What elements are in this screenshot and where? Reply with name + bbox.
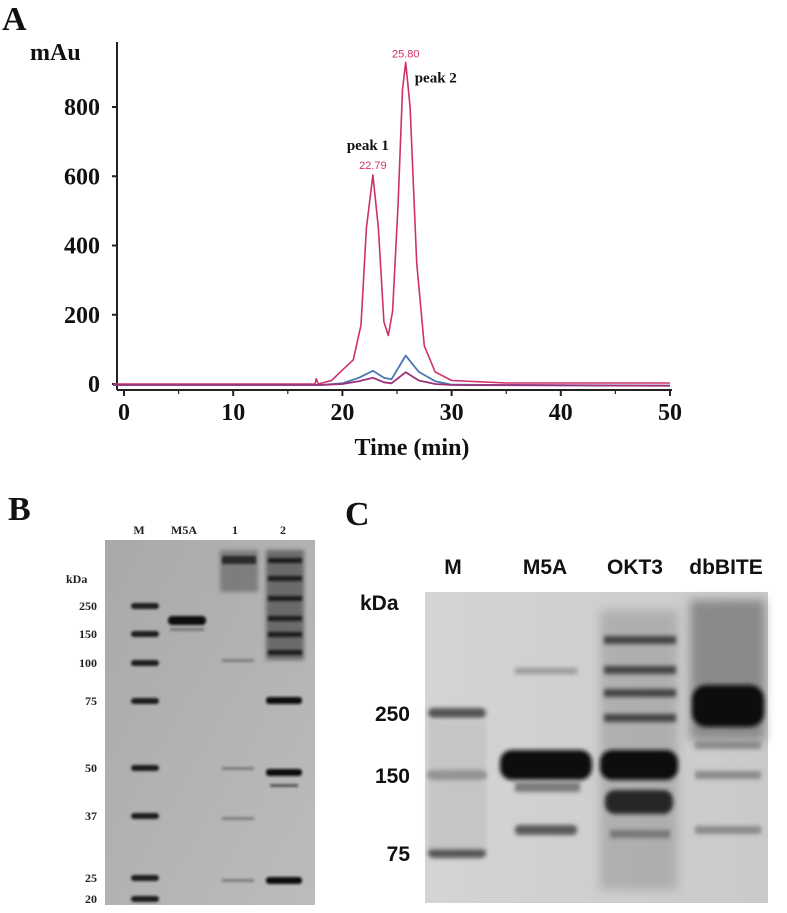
panel-label-c: C xyxy=(345,496,370,533)
x-tick-label: 40 xyxy=(549,400,573,426)
gel-c-lane-label: M xyxy=(444,556,462,579)
gel-c-marker-label: 250 xyxy=(375,703,410,726)
gel-c-band xyxy=(610,830,670,838)
x-tick-label: 30 xyxy=(440,400,464,426)
gel-b-marker-band xyxy=(131,813,159,819)
y-tick-label: 400 xyxy=(64,234,100,260)
gel-b-band xyxy=(268,558,302,563)
gel-c-band xyxy=(604,689,676,697)
x-axis-label: Time (min) xyxy=(355,435,470,461)
gel-b-band xyxy=(222,767,254,770)
gel-b-marker-label: 75 xyxy=(85,694,97,708)
gel-b-kda-label: kDa xyxy=(66,572,87,586)
gel-b-band xyxy=(270,784,298,787)
y-tick-label: 200 xyxy=(64,303,100,329)
annotation-rt-1: 22.79 xyxy=(359,160,387,172)
gel-b-band xyxy=(168,616,206,625)
gel-c-marker-label: 150 xyxy=(375,765,410,788)
gel-b-marker-band xyxy=(131,875,159,881)
panel-label-b: B xyxy=(8,491,31,528)
gel-b-marker-band xyxy=(131,765,159,771)
gel-b-lane-label: M5A xyxy=(171,523,197,537)
gel-b-band xyxy=(268,616,302,621)
gel-c-marker-label: 75 xyxy=(387,843,411,866)
gel-b-marker-band xyxy=(131,698,159,704)
series-line-pink xyxy=(113,61,670,385)
annotation-peak-2: peak 2 xyxy=(415,70,457,86)
gel-c-band xyxy=(600,750,678,780)
gel-b-marker-band xyxy=(131,660,159,666)
x-tick-label: 50 xyxy=(658,400,682,426)
gel-c-band xyxy=(692,685,764,727)
panel-label-a: A xyxy=(2,1,27,38)
gel-b-marker-label: 150 xyxy=(79,627,97,641)
gel-c-marker-band xyxy=(428,848,486,858)
gel-b-band xyxy=(170,628,204,631)
gel-c-band xyxy=(515,668,577,674)
gel-c-band xyxy=(500,750,592,780)
gel-c-kda-label: kDa xyxy=(360,592,399,615)
gel-c-lane-label: OKT3 xyxy=(607,556,663,579)
gel-b-marker-band xyxy=(131,896,159,902)
series-line-purple xyxy=(113,371,671,387)
gel-b-marker-label: 37 xyxy=(85,809,97,823)
gel-b-lane-label: M xyxy=(133,523,144,537)
gel-b-marker-label: 250 xyxy=(79,599,97,613)
gel-b-band xyxy=(222,659,254,662)
gel-b-smear xyxy=(266,550,304,660)
gel-c-band xyxy=(515,782,580,792)
gel-b-band xyxy=(222,556,256,564)
x-tick-label: 0 xyxy=(118,400,130,426)
gel-c-lane-label: dbBITE xyxy=(689,556,763,579)
gel-b-marker-band xyxy=(131,603,159,609)
gel-c-band xyxy=(695,741,761,749)
gel-c-band xyxy=(604,636,676,644)
gel-b: kDa M M5A 1 2 250 150 100 75 50 37 25 20 xyxy=(66,523,315,906)
gel-c-band xyxy=(605,790,673,814)
gel-b-lane-label: 2 xyxy=(280,523,286,537)
gel-b-band xyxy=(268,632,302,637)
gel-b-marker-label: 50 xyxy=(85,761,97,775)
gel-c-band xyxy=(695,771,761,779)
gel-c-smear xyxy=(428,720,486,850)
gel-c-marker-band xyxy=(428,708,486,718)
gel-b-marker-label: 25 xyxy=(85,871,97,885)
gel-c: kDa M M5A OKT3 dbBITE 250 150 75 xyxy=(360,556,768,903)
gel-b-band xyxy=(266,877,302,884)
gel-b-band xyxy=(268,596,302,601)
gel-b-band xyxy=(268,576,302,581)
gel-b-marker-band xyxy=(131,631,159,637)
y-tick-label: 0 xyxy=(88,372,100,398)
gel-c-band xyxy=(604,666,676,674)
gel-b-marker-label: 20 xyxy=(85,892,97,906)
annotation-peak-1: peak 1 xyxy=(347,138,389,154)
x-tick-label: 10 xyxy=(221,400,245,426)
series-line-blue xyxy=(113,354,671,387)
gel-b-marker-label: 100 xyxy=(79,656,97,670)
annotation-rt-2: 25.80 xyxy=(392,48,420,60)
gel-c-band xyxy=(695,826,761,834)
gel-b-band xyxy=(266,697,302,704)
x-tick-label: 20 xyxy=(330,400,354,426)
y-tick-label: 600 xyxy=(64,164,100,190)
gel-b-lane-label: 1 xyxy=(232,523,238,537)
gel-c-lane-label: M5A xyxy=(523,556,567,579)
gel-c-band xyxy=(515,825,577,835)
gel-c-band xyxy=(604,714,676,722)
gel-b-band xyxy=(222,879,254,882)
gel-b-band xyxy=(268,650,302,655)
y-axis-label: mAu xyxy=(30,40,81,66)
chromatogram-chart: mAu 0 200 400 600 800 0 10 20 30 40 50 Time (min) pea… xyxy=(30,40,682,461)
gel-b-band xyxy=(266,769,302,776)
gel-b-band xyxy=(222,817,254,820)
y-tick-label: 800 xyxy=(64,95,100,121)
